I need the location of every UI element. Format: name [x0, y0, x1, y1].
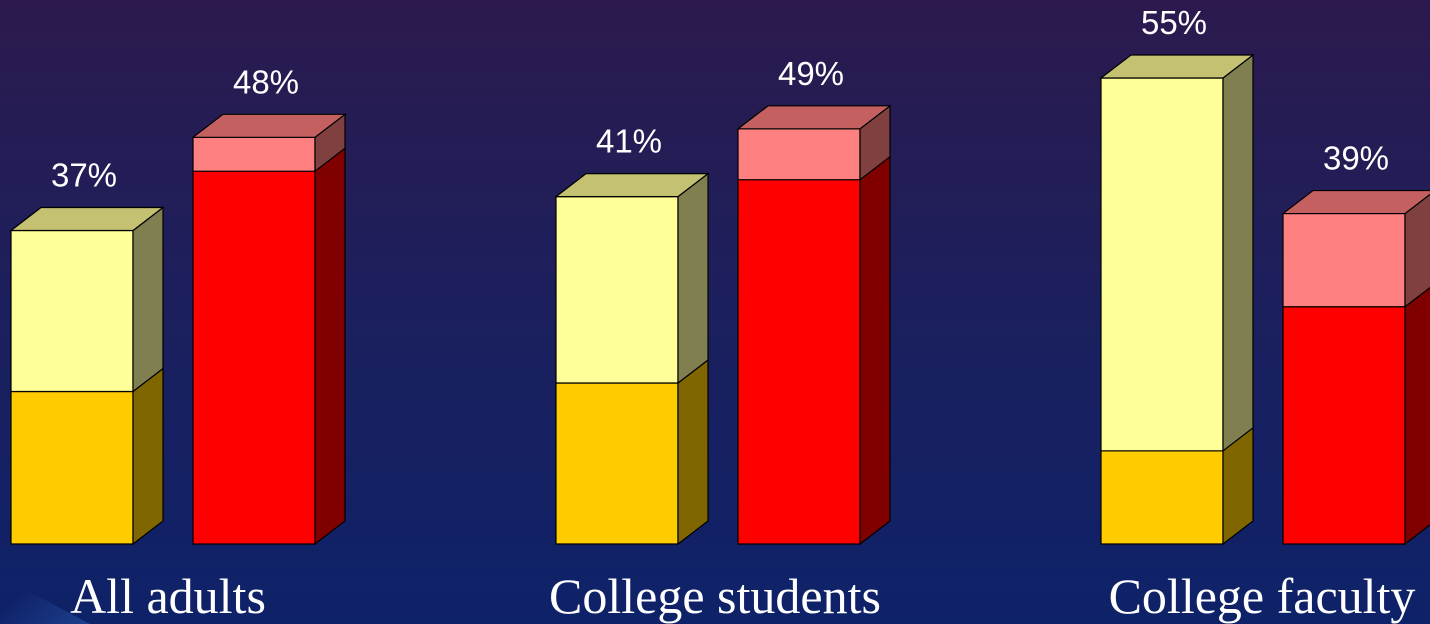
bar-top-s1-c2: [1281, 189, 1430, 215]
bar-lower-s1-c2: [1282, 306, 1406, 545]
bar-upper-s0-c0: [10, 229, 134, 393]
bar-top-s0-c1: [554, 173, 710, 198]
bar-side-lower-s1-c1: [859, 155, 891, 546]
bar-side-upper-s0-c1: [677, 172, 709, 385]
bar-lower-s0-c0: [10, 390, 134, 545]
bar-side-lower-s1-c0: [314, 146, 346, 546]
bar-upper-s0-c2: [1100, 77, 1224, 452]
bar-side-lower-s0-c0: [132, 367, 164, 546]
bar-top-s0-c0: [9, 206, 165, 232]
category-label-0: All adults: [70, 568, 266, 624]
data-label-s0-c1: 41%: [596, 123, 662, 160]
bar-top-s1-c0: [191, 113, 347, 138]
category-label-1: College students: [549, 568, 881, 624]
bar-top-s1-c1: [736, 105, 892, 130]
bar-upper-s1-c2: [1282, 212, 1406, 308]
bar-lower-s1-c0: [192, 170, 316, 545]
bar-lower-s0-c2: [1100, 450, 1224, 545]
data-label-s0-c0: 37%: [51, 157, 117, 194]
bar-side-lower-s1-c2: [1404, 286, 1430, 546]
bar-side-upper-s0-c0: [132, 206, 164, 393]
bar-top-s0-c2: [1099, 54, 1255, 79]
data-label-s1-c0: 48%: [233, 63, 299, 100]
bar-upper-s0-c1: [555, 196, 679, 384]
bar-upper-s1-c0: [192, 136, 316, 172]
data-label-s0-c2: 55%: [1141, 4, 1207, 41]
bar-side-lower-s0-c1: [677, 358, 709, 546]
category-label-2: College faculty: [1109, 568, 1416, 624]
bar-lower-s0-c1: [555, 382, 679, 545]
bar-lower-s1-c1: [737, 179, 861, 545]
data-label-s1-c1: 49%: [778, 55, 844, 92]
bar-upper-s1-c1: [737, 128, 861, 181]
bar-side-upper-s0-c2: [1222, 53, 1254, 453]
data-label-s1-c2: 39%: [1323, 140, 1389, 177]
